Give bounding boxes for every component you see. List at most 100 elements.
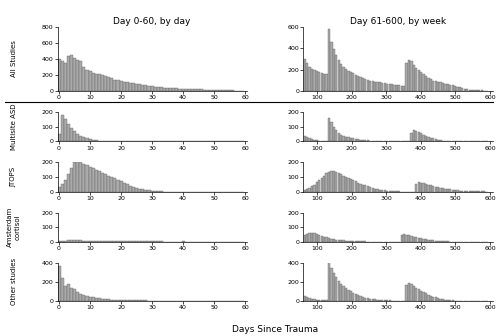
Bar [364,185,366,192]
Bar [114,241,116,242]
Bar [461,88,464,91]
Bar [406,285,407,301]
Bar [364,298,366,301]
Bar [434,186,437,192]
Bar [88,71,92,91]
Bar [76,161,79,192]
Bar [306,297,308,301]
Bar [418,70,420,91]
Bar [107,175,110,192]
Bar [225,90,228,91]
Bar [459,87,461,91]
Bar [379,300,381,301]
Bar [101,299,104,301]
Bar [403,235,406,242]
Bar [172,88,176,91]
Bar [60,61,64,91]
Bar [318,73,320,91]
Bar [381,83,384,91]
Bar [444,84,446,91]
Bar [88,167,92,192]
Bar [116,300,119,301]
Bar [440,241,442,242]
Bar [422,239,424,242]
Bar [422,135,424,141]
Bar [154,191,156,192]
Bar [110,177,114,192]
Bar [340,135,342,141]
Bar [374,82,376,91]
Bar [320,236,323,242]
Bar [311,233,313,242]
Bar [415,183,418,192]
Bar [188,89,191,91]
Bar [366,140,369,141]
Bar [311,139,313,141]
Bar [418,289,420,301]
Bar [323,300,326,301]
Bar [348,241,350,242]
Bar [104,174,107,192]
Bar [222,90,225,91]
Bar [92,168,94,192]
Bar [135,300,138,301]
Bar [420,291,422,301]
Bar [79,61,82,91]
Bar [391,191,393,192]
Bar [400,86,403,91]
Bar [352,73,354,91]
Bar [73,131,76,141]
Y-axis label: JTOPS: JTOPS [11,167,17,187]
Bar [362,297,364,301]
Bar [454,190,456,192]
Bar [148,86,150,91]
Bar [398,85,400,91]
Bar [422,292,424,301]
Bar [163,88,166,91]
Bar [144,190,148,192]
Bar [432,81,434,91]
Bar [328,118,330,141]
Bar [231,90,234,91]
Bar [440,82,442,91]
Bar [114,300,116,301]
Bar [440,140,442,141]
Bar [360,77,362,91]
Bar [444,188,446,192]
Bar [320,73,323,91]
Bar [67,174,70,192]
Bar [314,184,316,192]
Bar [446,189,449,192]
Bar [316,182,318,192]
Bar [60,241,64,242]
Bar [338,133,340,141]
Bar [122,241,126,242]
Bar [476,90,478,91]
Bar [442,83,444,91]
Bar [335,130,338,141]
Bar [332,49,335,91]
Bar [104,299,107,301]
Y-axis label: Amsterdam
cortisol: Amsterdam cortisol [8,207,20,247]
Bar [410,133,412,141]
Bar [129,241,132,242]
Bar [314,70,316,91]
Bar [420,133,422,141]
Bar [88,139,92,141]
Bar [374,189,376,192]
Bar [386,84,388,91]
Bar [354,181,357,192]
Bar [86,138,88,141]
Bar [338,240,340,242]
Bar [126,300,129,301]
Bar [352,138,354,141]
Bar [352,241,354,242]
Bar [101,75,104,91]
Bar [107,241,110,242]
Bar [101,173,104,192]
Bar [110,300,114,301]
Y-axis label: Other studies: Other studies [11,258,17,305]
Bar [430,138,432,141]
Bar [86,70,88,91]
Bar [420,182,422,192]
